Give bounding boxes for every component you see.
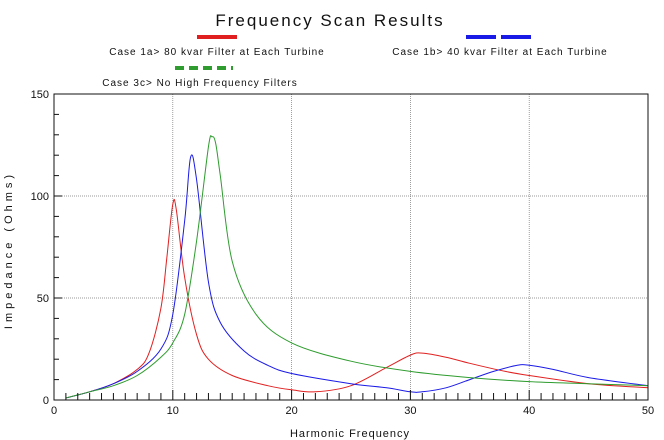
plot-frame — [53, 93, 649, 401]
y-tick-label: 50 — [37, 293, 49, 305]
legend-label-3: Case 3c> No High Frequency Filters — [102, 78, 297, 89]
series-line-2 — [65, 154, 649, 399]
x-tick-label: 10 — [167, 405, 179, 417]
legend-label-1: Case 1a> 80 kvar Filter at Each Turbine — [109, 47, 324, 58]
axes: 0 10 20 30 40 50 0 50 100 150 — [31, 89, 654, 417]
x-axis-label: Harmonic Frequency — [290, 428, 410, 440]
y-tick-label: 150 — [31, 89, 49, 101]
series-line-3 — [65, 135, 649, 399]
series-line-1 — [65, 198, 649, 399]
chart-title: Frequency Scan Results — [215, 11, 444, 30]
x-tick-label: 40 — [523, 405, 535, 417]
y-axis-label: Impedance (Ohms) — [3, 171, 15, 329]
legend-label-2: Case 1b> 40 kvar Filter at Each Turbine — [392, 47, 607, 58]
grid — [54, 94, 648, 400]
y-tick-label: 100 — [31, 191, 49, 203]
x-tick-label: 30 — [404, 405, 416, 417]
x-tick-label: 0 — [51, 405, 57, 417]
x-tick-label: 50 — [642, 405, 654, 417]
y-tick-label: 0 — [43, 395, 49, 407]
legend: Case 1a> 80 kvar Filter at Each Turbine C… — [102, 35, 607, 89]
series-lines — [65, 135, 649, 399]
x-tick-label: 20 — [285, 405, 297, 417]
